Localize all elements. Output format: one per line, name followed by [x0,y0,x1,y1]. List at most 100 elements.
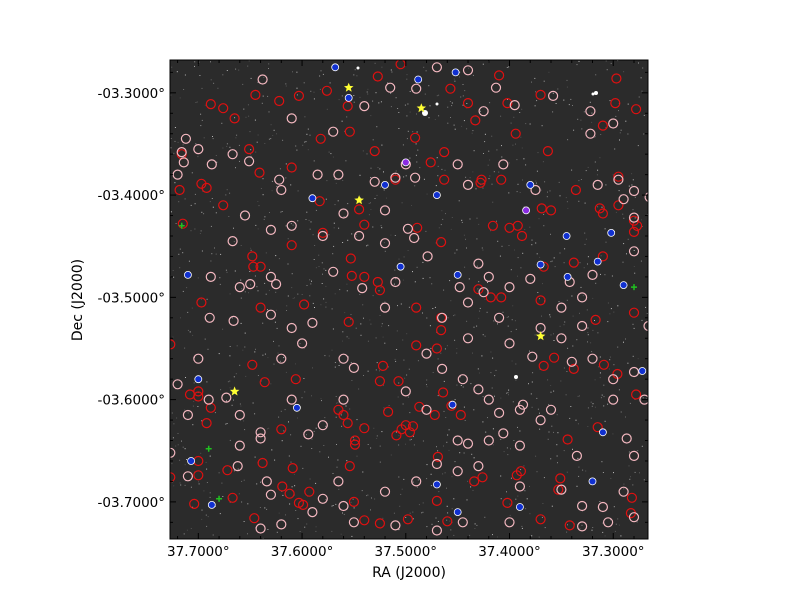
sky-noise-pixel [287,238,289,240]
sky-noise-pixel [243,108,245,110]
sky-noise-pixel [412,89,414,91]
pink-circle-open-marker [628,246,640,257]
sky-noise-pixel [390,69,392,71]
sky-noise-pixel [187,412,189,414]
sky-noise-pixel [585,470,587,472]
red-circle-open-marker [462,97,474,109]
sky-noise-pixel [394,269,396,271]
sky-noise-pixel [623,488,625,490]
sky-noise-pixel [366,153,368,155]
marker-layer [170,60,648,536]
sky-noise-pixel [346,283,348,285]
sky-noise-pixel [482,187,484,189]
sky-noise-pixel [415,154,417,156]
blue-circle-filled-marker [562,232,571,240]
sky-noise-pixel [478,223,480,225]
sky-noise-pixel [496,149,498,151]
sky-noise-pixel [639,472,640,474]
sky-noise-pixel [430,347,432,349]
red-circle-open-marker [196,297,207,308]
sky-noise-pixel [338,365,340,366]
sky-noise-pixel [176,71,178,73]
sky-noise-pixel [206,381,208,383]
pink-circle-open-marker [182,471,193,482]
sky-noise-pixel [620,535,622,537]
sky-noise-pixel [257,228,259,230]
sky-noise-pixel [529,350,530,352]
sky-noise-pixel [238,69,240,71]
sky-noise-pixel [438,491,440,493]
red-circle-open-marker [359,271,370,282]
sky-noise-pixel [580,119,582,121]
sky-noise-pixel [267,95,269,97]
sky-noise-pixel [466,107,468,109]
sky-noise-pixel [403,176,405,178]
red-circle-open-marker [348,496,359,507]
sky-noise-pixel [523,158,525,160]
sky-noise-pixel [640,77,642,79]
pink-circle-open-marker [369,176,380,187]
sky-noise-pixel [415,143,417,145]
sky-noise-pixel [451,476,453,478]
sky-noise-pixel [229,293,231,295]
sky-noise-pixel [607,403,609,405]
sky-noise-pixel [237,468,239,470]
sky-noise-pixel [521,527,523,529]
sky-noise-pixel [531,81,532,83]
sky-noise-pixel [553,257,555,259]
sky-noise-pixel [173,423,175,425]
red-circle-open-marker [314,196,325,207]
sky-noise-pixel [488,150,490,152]
sky-noise-pixel [345,405,347,407]
sky-noise-pixel [586,309,588,311]
sky-noise-pixel [363,375,364,376]
sky-noise-pixel [171,463,173,465]
sky-noise-pixel [305,141,307,143]
sky-noise-pixel [315,526,317,528]
sky-noise-pixel [490,372,492,374]
sky-noise-pixel [407,103,409,105]
sky-noise-pixel [278,416,280,418]
sky-noise-pixel [179,248,181,250]
sky-noise-pixel [490,230,491,232]
sky-noise-pixel [546,196,548,198]
sky-noise-pixel [625,338,626,340]
sky-noise-pixel [287,263,289,265]
pink-circle-open-marker [317,230,328,242]
sky-noise-pixel [587,332,589,334]
pink-circle-open-marker [535,415,546,426]
yellow-star-marker [535,331,546,341]
sky-noise-pixel [326,108,328,110]
sky-noise-pixel [625,416,626,418]
sky-noise-pixel [308,219,310,221]
sky-noise-pixel [278,258,280,260]
sky-noise-pixel [336,466,338,468]
sky-noise-pixel [218,472,220,474]
sky-noise-pixel [462,386,464,388]
red-circle-open-marker [343,316,354,327]
sky-noise-pixel [426,379,428,381]
sky-noise-pixel [567,347,569,349]
sky-noise-pixel [219,277,221,279]
sky-noise-pixel [212,138,214,140]
sky-noise-pixel [620,411,622,413]
sky-noise-pixel [175,445,177,447]
sky-noise-pixel [396,349,398,350]
sky-noise-pixel [207,348,209,350]
sky-noise-pixel [446,519,448,521]
sky-noise-pixel [280,410,282,412]
sky-noise-pixel [603,396,605,398]
sky-noise-pixel [491,135,493,137]
sky-noise-pixel [382,336,384,338]
sky-noise-pixel [309,228,311,230]
sky-noise-pixel [600,255,602,257]
pink-circle-open-marker [255,523,266,534]
pink-circle-open-marker [359,100,370,112]
sky-noise-pixel [172,336,174,338]
sky-noise-pixel [268,138,270,140]
sky-noise-pixel [605,184,607,186]
sky-noise-pixel [525,508,527,510]
blue-circle-filled-marker [207,500,216,509]
pink-circle-open-marker [618,486,629,497]
sky-noise-pixel [453,498,455,500]
